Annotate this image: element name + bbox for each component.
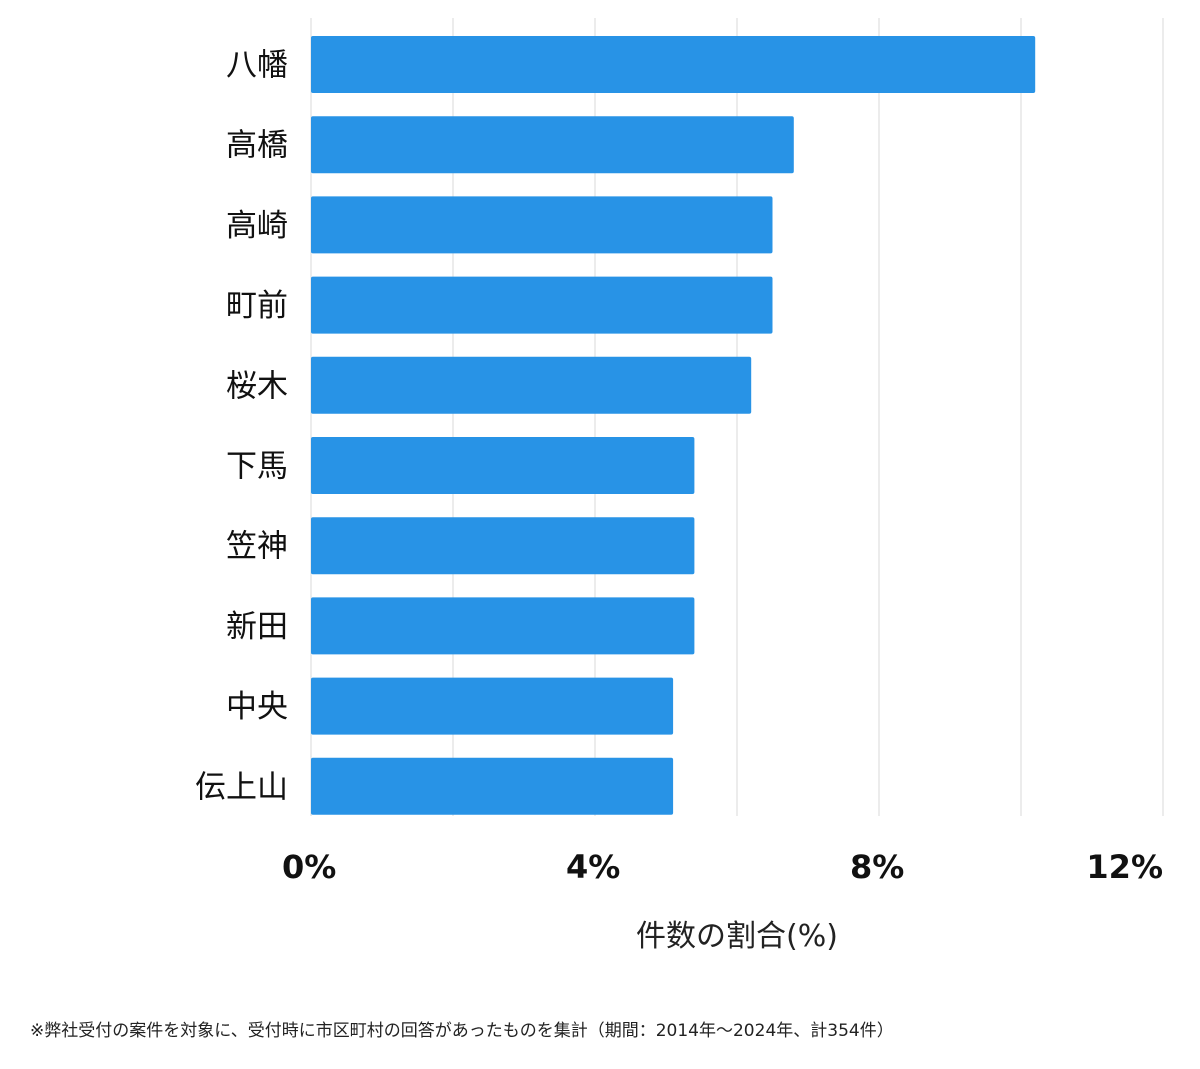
bar [311,276,773,334]
bar [311,597,695,655]
footnote: ※弊社受付の案件を対象に、受付時に市区町村の回答があったものを集計（期間：201… [30,1021,894,1041]
x-tick-labels: 0% 4% 8% 12% [282,848,1163,886]
x-tick-label: 0% [282,848,336,886]
category-label: 町前 [226,288,288,324]
bars [311,36,1036,815]
category-label: 下馬 [226,449,288,485]
category-label: 高崎 [226,208,288,244]
x-tick-label: 12% [1086,848,1163,886]
bar [311,36,1036,93]
x-tick-label: 8% [850,848,904,886]
bar [311,116,794,174]
category-label: 中央 [226,689,288,725]
bar [311,356,752,414]
bar [311,196,773,254]
category-label: 高橋 [226,128,288,164]
bar [311,437,695,494]
x-axis-label: 件数の割合(%) [636,919,838,954]
bar [311,677,674,735]
category-label: 八幡 [226,48,288,84]
category-label: 笠神 [226,529,288,565]
bar [311,517,695,575]
category-label: 新田 [226,609,288,645]
x-tick-label: 4% [566,848,620,886]
bar [311,757,674,815]
category-label: 桜木 [226,368,288,404]
category-label: 伝上山 [195,769,288,805]
